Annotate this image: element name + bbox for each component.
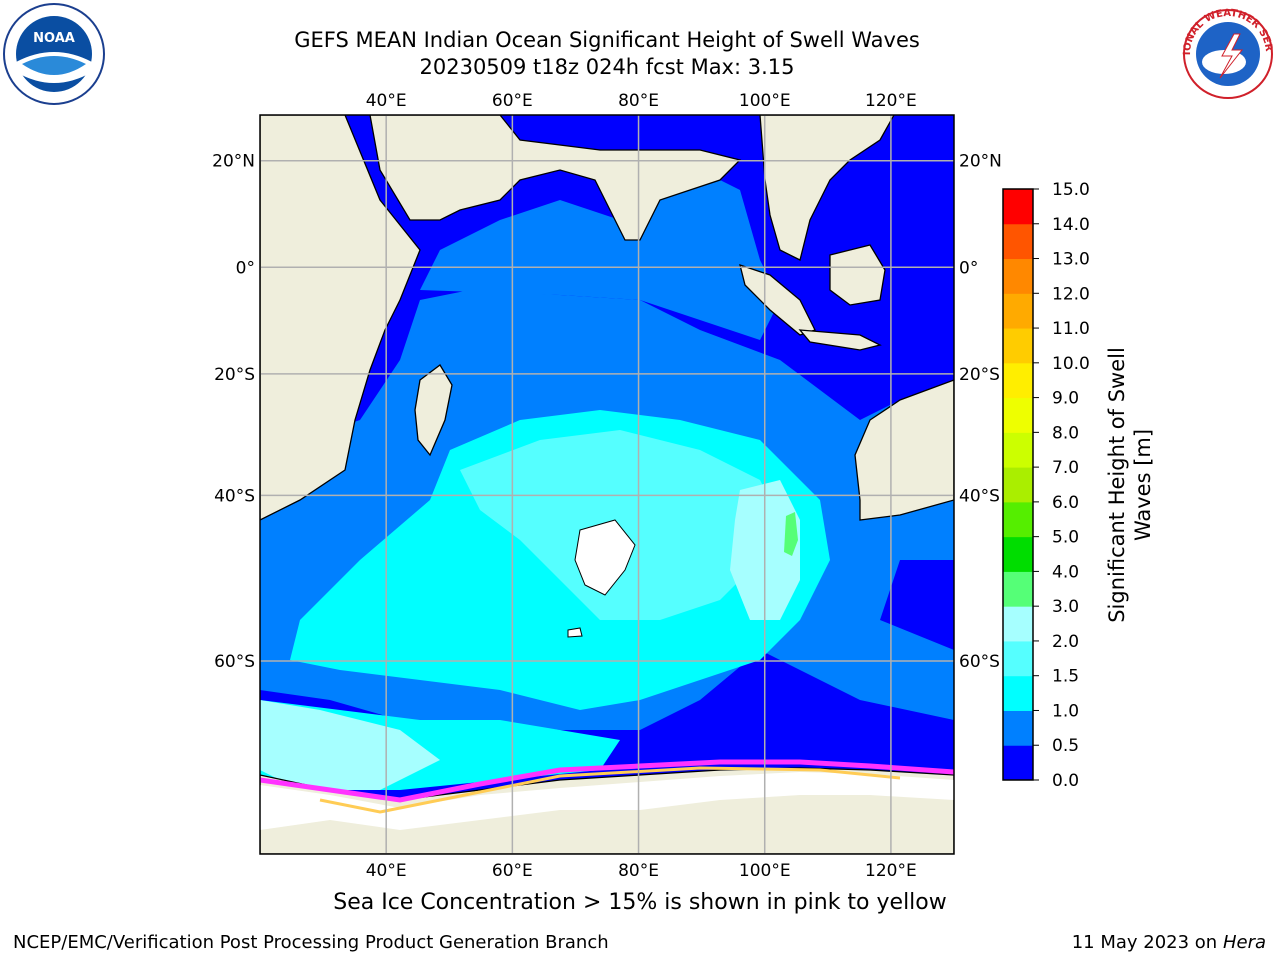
colorbar-segment (1003, 710, 1033, 746)
swell-peak-3.1m (784, 512, 798, 556)
lat-tick-label-right: 0° (959, 258, 978, 278)
colorbar-title-line2: Waves [m] (1131, 429, 1155, 541)
nws-logo-icon: NATIONAL WEATHER SERVICE (1176, 2, 1278, 104)
colorbar-tick-label: 5.0 (1052, 528, 1079, 548)
lon-tick-label-bottom: 100°E (739, 861, 791, 881)
colorbar-segment (1003, 745, 1033, 781)
map-gridlines (260, 115, 954, 854)
lat-tick-label-left: 20°S (214, 365, 255, 385)
colorbar-tick-label: 4.0 (1052, 562, 1079, 582)
sea-ice (260, 759, 954, 830)
colorbar-segment (1003, 189, 1033, 225)
lat-tick-label-left: 20°N (212, 152, 255, 172)
colorbar-frame (1002, 188, 1034, 781)
noaa-logo-icon: NOAA (3, 3, 105, 105)
colorbar-tick-label: 7.0 (1052, 458, 1079, 478)
lat-tick-label-right: 40°S (959, 486, 1000, 506)
lat-tick-label-left: 60°S (214, 652, 255, 672)
colorbar-segment (1003, 258, 1033, 294)
footer-credit: NCEP/EMC/Verification Post Processing Pr… (13, 932, 609, 953)
swell-band-2.0m-sw (260, 700, 440, 790)
java-land (798, 329, 882, 351)
colorbar-segment (1003, 293, 1033, 329)
colorbar-segment (1003, 675, 1033, 711)
lat-tick-label-right: 20°N (959, 152, 1002, 172)
colorbar-tick-label: 9.0 (1052, 389, 1079, 409)
footer-date-text: 11 May 2023 on (1071, 932, 1218, 953)
colorbar-segment (1003, 223, 1033, 260)
lat-tick-label-left: 40°S (214, 486, 255, 506)
map-frame (259, 114, 955, 855)
lon-tick-label-bottom: 40°E (366, 861, 407, 881)
lon-tick-label-top: 60°E (492, 91, 533, 111)
lon-tick-label-bottom: 80°E (618, 861, 659, 881)
lon-tick-label-top: 100°E (739, 91, 791, 111)
arabia-india-land (369, 115, 742, 241)
colorbar-tick-label: 1.5 (1052, 667, 1079, 687)
colorbar-tick-label: 0.0 (1052, 771, 1079, 791)
colorbar-segment (1003, 536, 1033, 572)
footer-date: 11 May 2023 on Hera (1072, 932, 1266, 953)
lat-tick-label-left: 0° (236, 258, 255, 278)
colorbar-segment (1003, 640, 1033, 677)
lon-tick-label-top: 40°E (366, 91, 407, 111)
lon-tick-label-bottom: 120°E (865, 861, 917, 881)
lon-tick-label-top: 120°E (865, 91, 917, 111)
africa-land (260, 115, 421, 521)
colorbar-segment (1003, 397, 1033, 433)
madagascar-land (414, 364, 453, 457)
kerguelen-mask (567, 519, 636, 638)
southeast-asia-land (759, 115, 895, 261)
colorbar-tick-label: 8.0 (1052, 423, 1079, 443)
footer-machine: Hera (1222, 932, 1266, 953)
axis-labels: 40°E 40°E 60°E 60°E 80°E 80°E 100°E 100°E 120°E 1… (212, 91, 1002, 881)
colorbar-tick-label: 0.5 (1052, 736, 1079, 756)
swell-band-0.5m-north (420, 170, 780, 340)
colorbar-segment (1003, 432, 1033, 468)
lat-tick-label-right: 20°S (959, 365, 1000, 385)
lon-tick-label-bottom: 60°E (492, 861, 533, 881)
colorbar-tick-label: 10.0 (1052, 354, 1090, 374)
colorbar-tick-label: 3.0 (1052, 597, 1079, 617)
swell-band-2.0m (460, 430, 780, 620)
colorbar-tick-label: 13.0 (1052, 250, 1090, 270)
lon-tick-label-top: 80°E (618, 91, 659, 111)
chart-subtitle: 20230509 t18z 024h fcst Max: 3.15 (419, 55, 795, 79)
colorbar-tick-label: 12.0 (1052, 284, 1090, 304)
colorbar-tick-label: 1.0 (1052, 701, 1079, 721)
colorbar-segment (1003, 571, 1033, 607)
colorbar-segment (1003, 328, 1033, 364)
colorbar-segment (1003, 467, 1033, 503)
colorbar-segment (1003, 501, 1033, 538)
sea-ice-note: Sea Ice Concentration > 15% is shown in … (333, 890, 947, 915)
colorbar-tick-label: 14.0 (1052, 215, 1090, 235)
borneo-java-land (829, 244, 886, 306)
lat-tick-label-right: 60°S (959, 652, 1000, 672)
australia-land (854, 379, 954, 521)
colorbar-tick-label: 2.0 (1052, 632, 1079, 652)
colorbar-segment (1003, 362, 1033, 399)
noaa-logo-text: NOAA (33, 31, 75, 46)
colorbar-tick-label: 15.0 (1052, 180, 1090, 200)
chart-title: GEFS MEAN Indian Ocean Significant Heigh… (294, 28, 920, 52)
colorbar-title-line1: Significant Height of Swell (1105, 347, 1129, 623)
colorbar-tick-label: 11.0 (1052, 319, 1090, 339)
colorbar: 0.0 0.5 1.0 1.5 2.0 3.0 4.0 5.0 6.0 7.0 8.0 9.0 10.0… (1002, 180, 1090, 791)
colorbar-segment (1003, 606, 1033, 642)
colorbar-tick-label: 6.0 (1052, 493, 1079, 513)
